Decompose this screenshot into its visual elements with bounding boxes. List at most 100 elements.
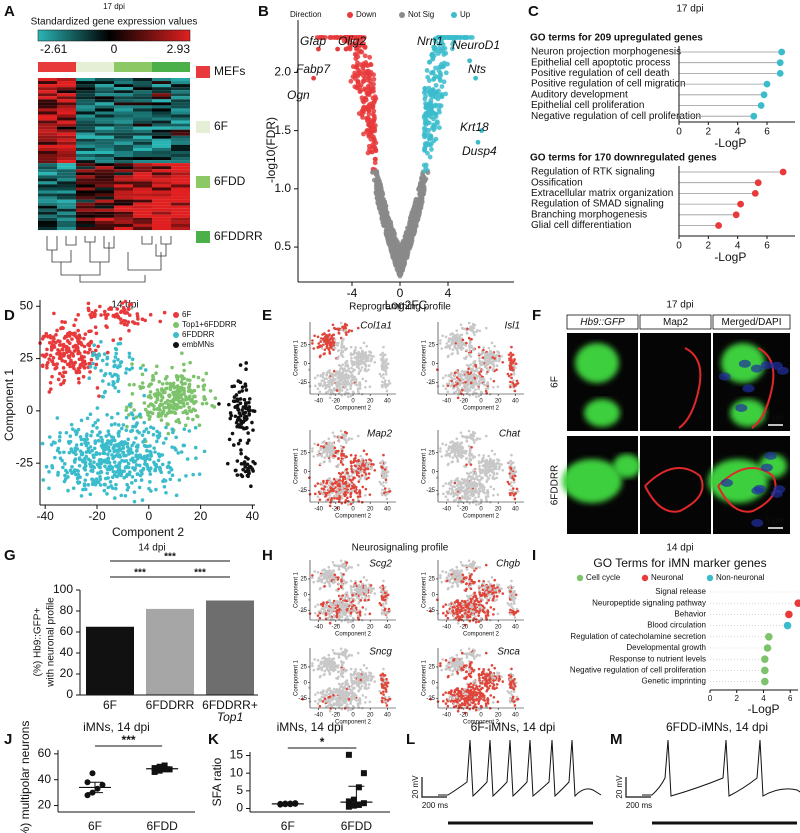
cell-point xyxy=(137,463,142,468)
cell-point xyxy=(112,438,117,443)
cell-point xyxy=(83,468,88,472)
x-tick-label: 4 xyxy=(735,241,741,252)
cell-point xyxy=(382,373,385,376)
cell-point xyxy=(357,467,360,471)
cell-point xyxy=(487,369,491,372)
cell-point xyxy=(94,452,99,457)
heatmap-cell xyxy=(171,160,190,164)
cell-point xyxy=(250,420,254,425)
heatmap-cell xyxy=(38,138,57,142)
cell-point xyxy=(323,485,327,488)
cell-point xyxy=(98,474,102,479)
cell-point xyxy=(236,441,241,446)
cell-point xyxy=(87,376,92,381)
cell-point xyxy=(77,341,81,346)
heatmap-cell xyxy=(38,141,57,145)
heatmap-cell xyxy=(152,132,171,136)
cell-point xyxy=(482,348,485,352)
cell-point xyxy=(170,427,175,431)
heatmap-cell xyxy=(114,178,133,182)
cell-point xyxy=(323,456,327,460)
point xyxy=(362,53,368,59)
cell-point xyxy=(320,455,324,458)
cell-point xyxy=(67,355,72,359)
gene-label: Gfap xyxy=(300,34,326,48)
heatmap-cell xyxy=(114,78,133,82)
heatmap-cell xyxy=(114,114,133,118)
cell-point xyxy=(127,402,132,407)
heatmap-cell xyxy=(152,199,171,203)
cell-point xyxy=(91,423,96,428)
heatmap-cell xyxy=(171,93,190,97)
cell-point xyxy=(484,387,488,391)
cell-point xyxy=(118,337,123,341)
cell-point xyxy=(511,368,514,372)
cell-point xyxy=(66,475,70,479)
cell-point xyxy=(475,368,478,371)
cell-point xyxy=(247,400,251,405)
heatmap-cell xyxy=(171,87,190,91)
cell-point xyxy=(385,363,388,367)
heatmap-cell xyxy=(171,138,190,142)
cell-point xyxy=(94,362,99,367)
heatmap-cell xyxy=(95,138,114,142)
cell-point xyxy=(481,356,485,359)
heatmap-cell xyxy=(133,163,152,167)
legend-dot xyxy=(173,332,179,338)
cell-point xyxy=(155,406,160,411)
cell-point xyxy=(204,371,209,376)
cell-point xyxy=(358,383,362,386)
heatmap-cell xyxy=(95,78,114,82)
heatmap-cell xyxy=(114,220,133,224)
point xyxy=(365,63,371,69)
cell-point xyxy=(356,326,360,330)
cell-point xyxy=(251,469,255,473)
cell-point xyxy=(179,450,184,454)
cell-point xyxy=(368,353,371,357)
cell-point xyxy=(480,378,484,381)
heatmap-cell xyxy=(152,217,171,221)
heatmap-cell xyxy=(171,175,190,179)
cell-point xyxy=(343,393,347,396)
cell-point xyxy=(135,448,139,453)
y-tick-label: 0 xyxy=(26,403,33,417)
cell-point xyxy=(105,447,109,451)
cell-point xyxy=(362,449,366,453)
heatmap-cell xyxy=(114,129,133,133)
cell-point xyxy=(364,487,368,491)
y-axis-label: -log10(FDR) xyxy=(264,117,278,183)
cell-point xyxy=(501,360,505,364)
cell-point xyxy=(111,446,116,450)
cell-point xyxy=(364,365,368,368)
legend-label: Down xyxy=(356,10,376,19)
cell-point xyxy=(242,397,247,402)
cell-point xyxy=(343,326,347,330)
cell-point xyxy=(311,339,314,342)
cell-point xyxy=(243,465,248,469)
cell-point xyxy=(178,395,183,400)
cell-point xyxy=(451,377,455,380)
point xyxy=(421,115,427,120)
heatmap-cell xyxy=(76,160,95,164)
term-label: Negative regulation of cell proliferatio… xyxy=(531,111,701,122)
lollipop-dot xyxy=(776,70,784,77)
point xyxy=(436,68,442,74)
heatmap-cell xyxy=(114,138,133,142)
cell-point xyxy=(101,379,105,383)
cell-point xyxy=(246,474,250,479)
heatmap-cell xyxy=(95,129,114,133)
cell-point xyxy=(77,463,82,468)
point xyxy=(433,82,439,88)
heatmap-cell xyxy=(171,78,190,82)
heatmap-cell xyxy=(133,138,152,142)
cell-point xyxy=(47,435,52,439)
cell-point xyxy=(314,384,317,388)
legend-label: 6FDD xyxy=(214,174,246,188)
cell-point xyxy=(182,389,186,394)
cell-point xyxy=(159,470,163,475)
x-tick-label: 20 xyxy=(367,399,374,405)
cell-point xyxy=(116,389,121,394)
point xyxy=(381,198,387,204)
cell-point xyxy=(47,340,52,345)
cell-point xyxy=(364,473,368,476)
